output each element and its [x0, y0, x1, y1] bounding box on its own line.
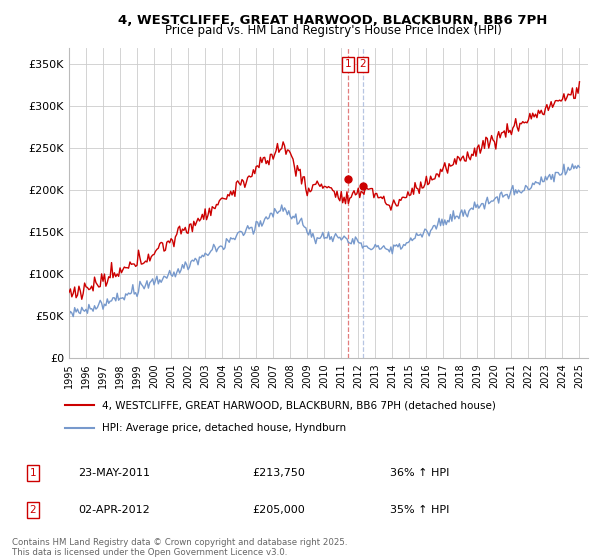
Text: 1: 1: [29, 468, 37, 478]
Text: Price paid vs. HM Land Registry's House Price Index (HPI): Price paid vs. HM Land Registry's House …: [164, 24, 502, 37]
Text: 35% ↑ HPI: 35% ↑ HPI: [390, 505, 449, 515]
Text: HPI: Average price, detached house, Hyndburn: HPI: Average price, detached house, Hynd…: [102, 423, 346, 433]
Text: 4, WESTCLIFFE, GREAT HARWOOD, BLACKBURN, BB6 7PH: 4, WESTCLIFFE, GREAT HARWOOD, BLACKBURN,…: [118, 14, 548, 27]
Text: 36% ↑ HPI: 36% ↑ HPI: [390, 468, 449, 478]
Text: 23-MAY-2011: 23-MAY-2011: [78, 468, 150, 478]
Text: Contains HM Land Registry data © Crown copyright and database right 2025.
This d: Contains HM Land Registry data © Crown c…: [12, 538, 347, 557]
Text: 2: 2: [359, 59, 366, 69]
Text: 1: 1: [344, 59, 351, 69]
Text: 02-APR-2012: 02-APR-2012: [78, 505, 150, 515]
Text: £213,750: £213,750: [252, 468, 305, 478]
Text: £205,000: £205,000: [252, 505, 305, 515]
Text: 2: 2: [29, 505, 37, 515]
Text: 4, WESTCLIFFE, GREAT HARWOOD, BLACKBURN, BB6 7PH (detached house): 4, WESTCLIFFE, GREAT HARWOOD, BLACKBURN,…: [102, 400, 496, 410]
